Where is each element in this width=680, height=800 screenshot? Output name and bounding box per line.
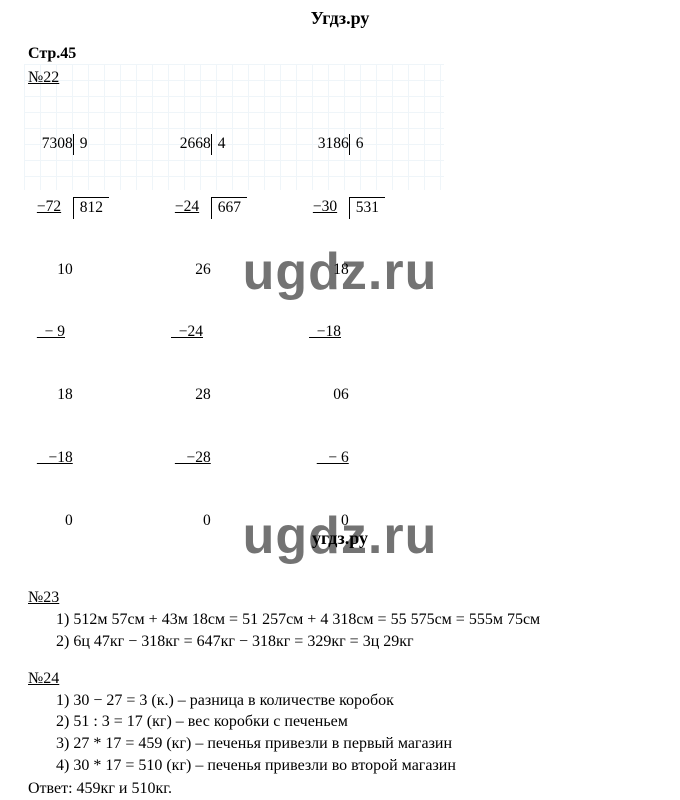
div2-r3: 26	[171, 260, 211, 281]
site-header: Угдз.ру	[0, 0, 680, 29]
div1-quotient: 812	[73, 197, 109, 219]
p24-line-4: 4) 30 * 17 = 510 (кг) – печенья привезли…	[28, 755, 652, 777]
p24-line-2: 2) 51 : 3 = 17 (кг) – вес коробки с пече…	[28, 711, 652, 733]
page-title: Стр.45	[28, 43, 652, 65]
div3-divisor: 6	[349, 134, 385, 155]
div1-r2: −72	[34, 197, 73, 218]
div1-r5: 18	[34, 385, 73, 406]
problem-24-label: №24	[28, 668, 652, 690]
div2-r7: 0	[171, 511, 211, 532]
div1-r4: − 9	[34, 322, 73, 343]
div1-r1: 7308	[34, 134, 73, 155]
div2-r5: 28	[171, 385, 211, 406]
div1-r7: 0	[34, 511, 73, 532]
p24-line-3: 3) 27 * 17 = 459 (кг) – печенья привезли…	[28, 733, 652, 755]
div1-r6: −18	[34, 448, 73, 469]
div2-divisor: 4	[211, 134, 247, 155]
div1-divisor: 9	[73, 134, 109, 155]
page-content: Стр.45 №22 7308 −72 10 − 9 18 −18 0 9 81…	[0, 29, 680, 800]
div3-r1: 3186	[309, 134, 349, 155]
div3-r3: 18	[309, 260, 349, 281]
problem-23-label: №23	[28, 587, 652, 609]
long-division-row: 7308 −72 10 − 9 18 −18 0 9 812 2668 −24 …	[34, 92, 652, 573]
p24-answer: Ответ: 459кг и 510кг.	[28, 778, 652, 800]
division-2: 2668 −24 26 −24 28 −28 0 4 667	[171, 92, 247, 573]
div1-r3: 10	[34, 260, 73, 281]
div3-r5: 06	[309, 385, 349, 406]
division-3: 3186 −30 18 −18 06 − 6 0 6 531	[309, 92, 385, 573]
p24-line-1: 1) 30 − 27 = 3 (к.) – разница в количест…	[28, 690, 652, 712]
div3-r2: −30	[309, 197, 349, 218]
p23-line-2: 2) 6ц 47кг − 318кг = 647кг − 318кг = 329…	[28, 631, 652, 653]
div3-r7: 0	[309, 511, 349, 532]
div2-r2: −24	[171, 197, 211, 218]
problem-23-lines: 1) 512м 57см + 43м 18см = 51 257см + 4 3…	[28, 609, 652, 652]
division-1: 7308 −72 10 − 9 18 −18 0 9 812	[34, 92, 109, 573]
div3-r4: −18	[309, 322, 349, 343]
problem-22-label: №22	[28, 67, 652, 89]
div2-r1: 2668	[171, 134, 211, 155]
div2-quotient: 667	[211, 197, 247, 219]
div3-r6: − 6	[309, 448, 349, 469]
div3-quotient: 531	[349, 197, 385, 219]
p23-line-1: 1) 512м 57см + 43м 18см = 51 257см + 4 3…	[28, 609, 652, 631]
div2-r6: −28	[171, 448, 211, 469]
div2-r4: −24	[171, 322, 211, 343]
problem-24-lines: 1) 30 − 27 = 3 (к.) – разница в количест…	[28, 690, 652, 776]
